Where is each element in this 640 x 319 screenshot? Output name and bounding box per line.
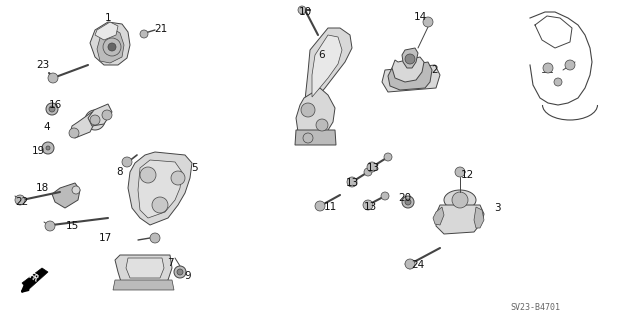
Polygon shape [97, 30, 124, 63]
Text: 13: 13 [346, 178, 358, 188]
Circle shape [301, 103, 315, 117]
Circle shape [140, 30, 148, 38]
Circle shape [455, 167, 465, 177]
Polygon shape [95, 22, 118, 40]
Polygon shape [126, 258, 164, 278]
Text: 9: 9 [185, 271, 191, 281]
Text: 15: 15 [65, 221, 79, 231]
Circle shape [423, 17, 433, 27]
Polygon shape [90, 22, 130, 65]
Circle shape [174, 266, 186, 278]
Polygon shape [52, 183, 80, 208]
Circle shape [543, 63, 553, 73]
Circle shape [90, 115, 100, 125]
Text: FR.: FR. [26, 271, 44, 287]
Text: 3: 3 [493, 203, 500, 213]
Circle shape [46, 146, 50, 150]
Text: 16: 16 [49, 100, 61, 110]
Circle shape [405, 54, 415, 64]
Polygon shape [436, 205, 484, 234]
Polygon shape [115, 255, 172, 285]
Text: 13: 13 [364, 202, 376, 212]
Polygon shape [22, 268, 48, 290]
Circle shape [303, 133, 313, 143]
Circle shape [298, 6, 306, 14]
Text: 22: 22 [15, 197, 29, 207]
Circle shape [565, 60, 575, 70]
Circle shape [140, 167, 156, 183]
Polygon shape [70, 112, 96, 138]
Text: 12: 12 [460, 170, 474, 180]
Circle shape [554, 78, 562, 86]
Circle shape [46, 103, 58, 115]
Circle shape [42, 142, 54, 154]
Polygon shape [392, 57, 424, 82]
Text: 24: 24 [412, 260, 424, 270]
Circle shape [315, 201, 325, 211]
Circle shape [452, 192, 468, 208]
Circle shape [152, 197, 168, 213]
Text: 1: 1 [105, 13, 111, 23]
Circle shape [384, 153, 392, 161]
Polygon shape [474, 207, 484, 228]
Text: 21: 21 [154, 24, 168, 34]
Text: 14: 14 [413, 12, 427, 22]
Circle shape [69, 128, 79, 138]
Polygon shape [113, 280, 174, 290]
Circle shape [72, 186, 80, 194]
Text: 11: 11 [323, 202, 337, 212]
Polygon shape [388, 62, 432, 90]
Polygon shape [433, 207, 444, 225]
Text: 2: 2 [432, 65, 438, 75]
Polygon shape [88, 104, 112, 126]
Circle shape [108, 43, 116, 51]
Circle shape [364, 168, 372, 176]
Text: 18: 18 [35, 183, 49, 193]
Text: 8: 8 [116, 167, 124, 177]
Circle shape [122, 157, 132, 167]
Polygon shape [295, 130, 336, 145]
Ellipse shape [444, 190, 476, 210]
Polygon shape [128, 152, 192, 225]
Text: 17: 17 [99, 233, 111, 243]
Polygon shape [402, 48, 418, 68]
Circle shape [402, 196, 414, 208]
Text: 6: 6 [319, 50, 325, 60]
Circle shape [102, 110, 112, 120]
Circle shape [103, 38, 121, 56]
Circle shape [177, 269, 183, 275]
Text: 20: 20 [399, 193, 412, 203]
Polygon shape [296, 88, 335, 142]
Polygon shape [382, 65, 440, 92]
Polygon shape [312, 35, 342, 97]
Circle shape [367, 162, 377, 172]
Text: 7: 7 [166, 258, 173, 268]
Circle shape [150, 233, 160, 243]
Circle shape [405, 259, 415, 269]
Text: 5: 5 [192, 163, 198, 173]
Circle shape [171, 171, 185, 185]
Polygon shape [305, 28, 352, 105]
Circle shape [347, 177, 357, 187]
Text: 19: 19 [31, 146, 45, 156]
Circle shape [85, 110, 105, 130]
Text: 4: 4 [44, 122, 51, 132]
Text: 23: 23 [36, 60, 50, 70]
Polygon shape [138, 160, 182, 218]
Text: 10: 10 [298, 7, 312, 17]
Text: SV23-B4701: SV23-B4701 [510, 303, 560, 313]
Circle shape [45, 221, 55, 231]
Circle shape [363, 200, 373, 210]
Circle shape [49, 106, 55, 112]
Circle shape [381, 192, 389, 200]
Circle shape [15, 195, 25, 205]
Circle shape [316, 119, 328, 131]
Circle shape [48, 73, 58, 83]
Text: 13: 13 [366, 163, 380, 173]
Circle shape [405, 199, 411, 205]
